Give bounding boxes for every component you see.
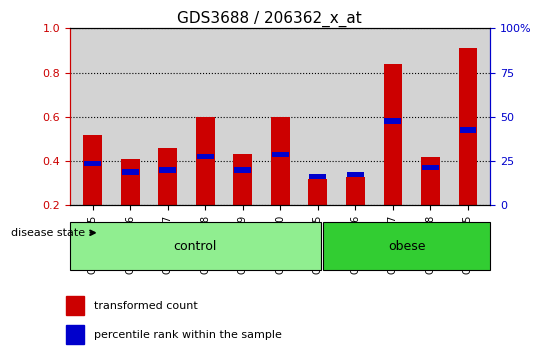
Bar (384, 64, 402, 205)
Bar (84, 160, 101, 166)
Text: disease state: disease state (11, 228, 95, 238)
Bar (121, 159, 140, 205)
Bar (309, 174, 326, 179)
Bar (271, 117, 289, 205)
Bar (66, 296, 84, 315)
Bar (233, 154, 252, 205)
Bar (421, 156, 440, 205)
Bar (308, 179, 327, 205)
Bar (83, 135, 102, 205)
Bar (122, 169, 139, 175)
Bar (422, 165, 439, 171)
Bar (272, 152, 289, 157)
Bar (158, 148, 177, 205)
Bar (459, 48, 478, 205)
Bar (197, 154, 213, 159)
Bar (234, 167, 251, 173)
Text: obese: obese (388, 240, 426, 252)
Text: control: control (174, 240, 217, 252)
Text: GDS3688 / 206362_x_at: GDS3688 / 206362_x_at (177, 11, 362, 27)
Bar (384, 119, 402, 124)
Bar (159, 167, 176, 173)
Text: percentile rank within the sample: percentile rank within the sample (94, 330, 281, 339)
FancyBboxPatch shape (70, 222, 321, 270)
FancyBboxPatch shape (323, 222, 490, 270)
Bar (346, 177, 365, 205)
Bar (66, 325, 84, 344)
Bar (460, 127, 476, 133)
Text: transformed count: transformed count (94, 301, 197, 311)
Bar (347, 172, 364, 177)
Bar (196, 117, 215, 205)
